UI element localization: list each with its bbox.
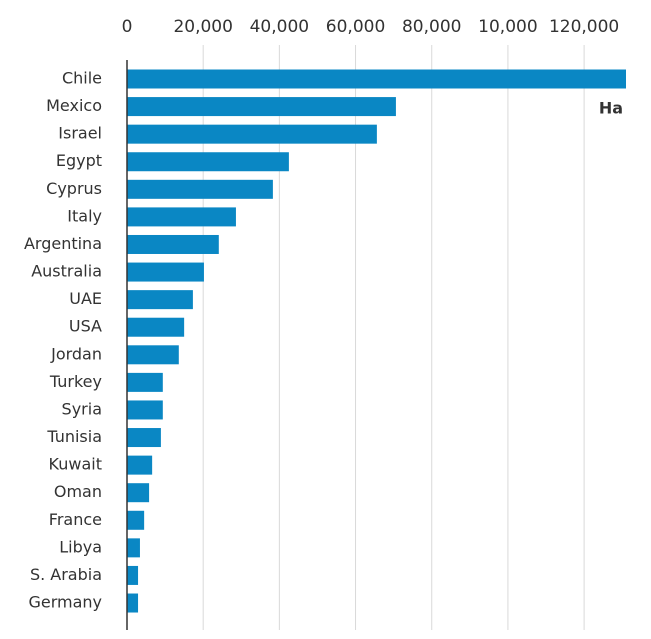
bar <box>127 179 273 199</box>
bar <box>127 483 150 503</box>
x-tick-label: 0 <box>122 17 133 37</box>
y-tick-label: Mexico <box>46 96 102 115</box>
y-tick-label: Israel <box>58 124 102 143</box>
y-tick-label: Germany <box>28 593 102 612</box>
y-tick-label: Turkey <box>49 372 102 391</box>
bar <box>127 372 163 392</box>
bar <box>127 290 193 310</box>
bar <box>127 538 140 558</box>
x-tick-label: 40,000 <box>250 17 309 37</box>
bar <box>127 455 153 475</box>
x-tick-label: 80,000 <box>402 17 461 37</box>
y-tick-label: Kuwait <box>49 455 102 474</box>
bar <box>127 565 139 585</box>
y-tick-label: Syria <box>62 399 102 418</box>
y-tick-label: UAE <box>69 289 102 308</box>
unit-label: Ha <box>599 99 623 118</box>
bar <box>127 124 377 144</box>
y-tick-label: Chile <box>62 69 102 88</box>
x-tick-label: 120,000 <box>549 17 619 37</box>
bar <box>127 428 161 448</box>
y-tick-label: France <box>49 510 102 529</box>
bar <box>127 510 145 530</box>
y-tick-label: Tunisia <box>46 427 102 446</box>
y-tick-label: Jordan <box>50 344 102 363</box>
bar <box>127 69 626 89</box>
y-tick-label: Italy <box>67 206 102 225</box>
y-tick-label: Egypt <box>56 151 102 170</box>
bar <box>127 400 163 420</box>
y-tick-label: Argentina <box>24 234 102 253</box>
bar <box>127 593 139 613</box>
y-tick-label: Libya <box>59 537 102 556</box>
y-tick-label: Australia <box>31 262 102 281</box>
bar <box>127 345 179 365</box>
bar <box>127 207 236 227</box>
x-tick-label: 20,000 <box>173 17 232 37</box>
x-tick-label: 10,000 <box>478 17 537 37</box>
x-tick-label: 60,000 <box>326 17 385 37</box>
y-tick-label: Oman <box>54 482 102 501</box>
y-tick-label: Cyprus <box>46 179 102 198</box>
y-tick-label: USA <box>69 317 102 336</box>
bar <box>127 317 185 337</box>
bar <box>127 262 204 282</box>
y-tick-label: S. Arabia <box>30 565 102 584</box>
bar <box>127 97 396 117</box>
bar <box>127 234 219 254</box>
bar <box>127 152 289 172</box>
